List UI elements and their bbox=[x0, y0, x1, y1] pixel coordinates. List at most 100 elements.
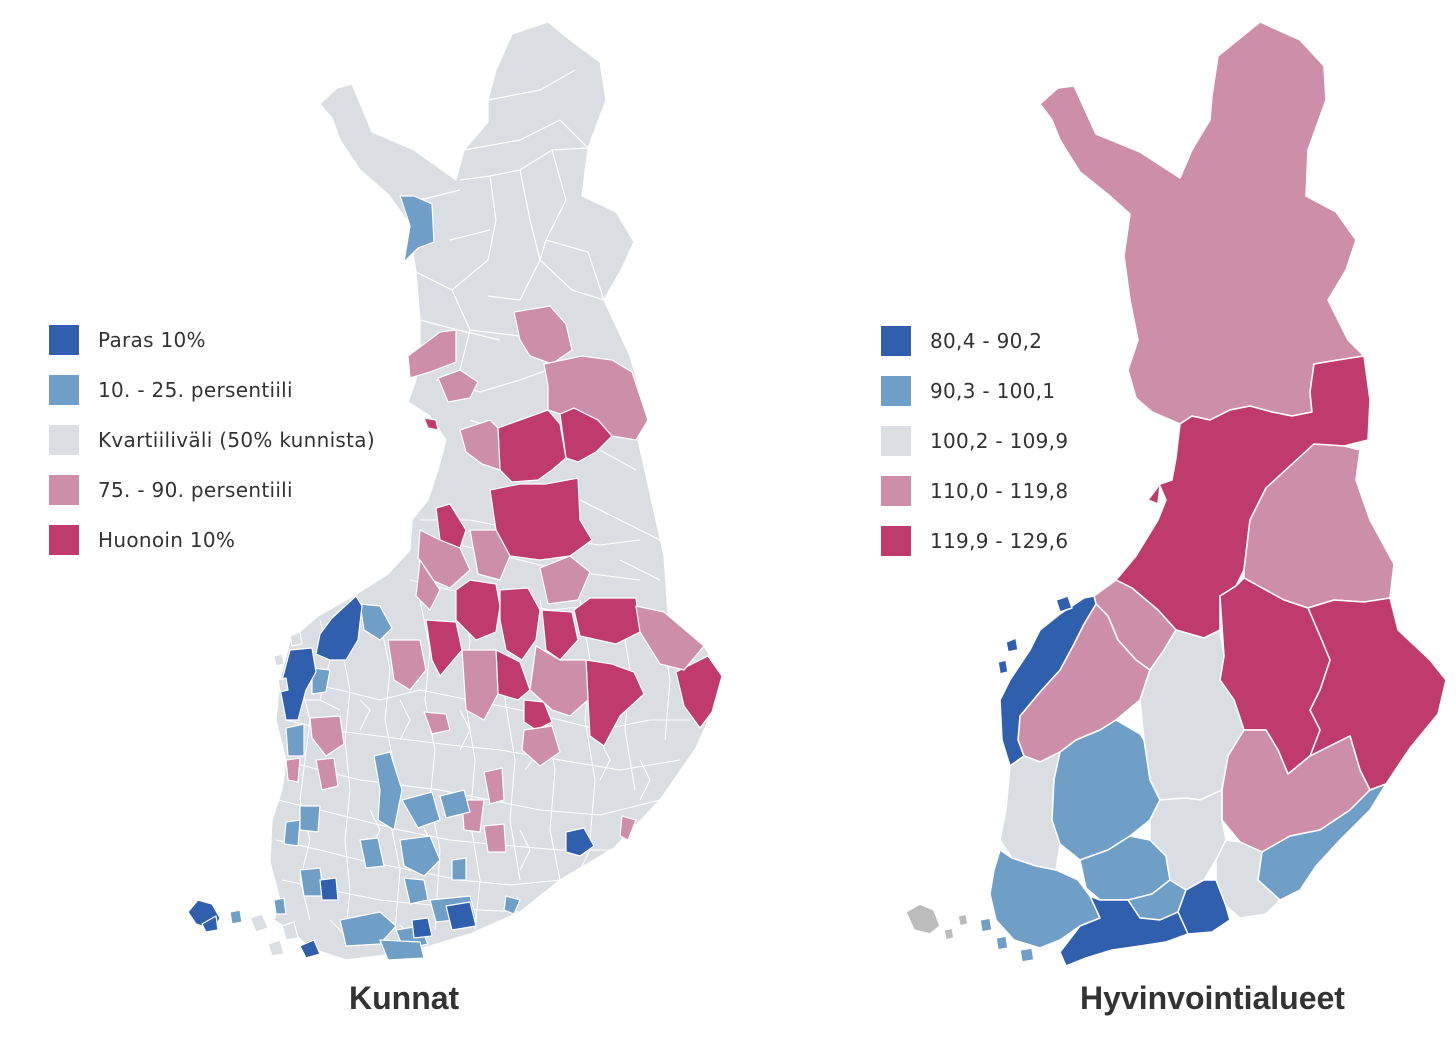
legend-swatch bbox=[49, 425, 79, 455]
wellbeing-area-map bbox=[905, 21, 1447, 967]
legend-label: Kvartiiliväli (50% kunnista) bbox=[98, 428, 375, 452]
region-paijat-hame bbox=[1149, 789, 1227, 891]
wellbeing-area-legend: 80,4 - 90,2 90,3 - 100,1 100,2 - 109,9 1… bbox=[881, 326, 1141, 556]
legend-item: 10. - 25. persentiili bbox=[49, 375, 293, 405]
legend-item: 75. - 90. persentiili bbox=[49, 475, 293, 505]
municipality-map-title: Kunnat bbox=[349, 980, 460, 1016]
municipality-region bbox=[423, 417, 439, 431]
legend-item: 110,0 - 119,8 bbox=[881, 476, 1068, 506]
municipality-region bbox=[523, 699, 553, 731]
municipality-region bbox=[399, 195, 435, 263]
municipality-region bbox=[283, 819, 301, 847]
legend-swatch bbox=[881, 476, 911, 506]
municipality-region bbox=[339, 911, 397, 947]
legend-label: Huonoin 10% bbox=[98, 528, 236, 552]
municipality-region bbox=[299, 805, 321, 833]
region-ahvenanmaa bbox=[905, 903, 941, 935]
municipality-region bbox=[483, 767, 505, 805]
municipality-region bbox=[497, 409, 567, 483]
municipality-region bbox=[573, 597, 641, 645]
legend-label: Paras 10% bbox=[98, 328, 206, 352]
municipality-region bbox=[529, 645, 589, 717]
legend-item: 119,9 - 129,6 bbox=[881, 526, 1068, 556]
municipality-region bbox=[285, 723, 305, 757]
legend-label: 80,4 - 90,2 bbox=[930, 329, 1043, 353]
municipality-region bbox=[459, 419, 501, 471]
legend-item: Kvartiiliväli (50% kunnista) bbox=[49, 425, 375, 455]
municipality-region bbox=[539, 555, 591, 605]
municipality-region bbox=[565, 827, 595, 857]
municipalities-poor bbox=[285, 305, 705, 853]
municipality-region bbox=[411, 917, 433, 939]
legend-swatch bbox=[49, 325, 79, 355]
municipality-region bbox=[439, 789, 471, 819]
municipality-region bbox=[279, 647, 317, 721]
municipality-region bbox=[461, 649, 499, 721]
legend-swatch bbox=[881, 376, 911, 406]
municipality-region bbox=[379, 939, 425, 961]
municipality-region bbox=[425, 619, 463, 677]
municipalities-worst bbox=[423, 407, 723, 747]
municipality-region bbox=[315, 757, 339, 791]
municipality-region bbox=[503, 895, 521, 915]
municipality-region bbox=[401, 791, 441, 829]
municipality-region bbox=[451, 857, 467, 881]
municipality-region bbox=[445, 901, 477, 931]
legend-swatch bbox=[881, 526, 911, 556]
municipality-region bbox=[585, 659, 645, 747]
municipality-region bbox=[359, 837, 385, 869]
municipality-region bbox=[407, 329, 457, 379]
legend-swatch bbox=[881, 426, 911, 456]
region-uusimaa bbox=[1059, 895, 1189, 967]
municipality-region bbox=[437, 369, 479, 403]
legend-label: 90,3 - 100,1 bbox=[930, 379, 1056, 403]
municipality-region bbox=[403, 877, 429, 905]
legend-swatch bbox=[49, 525, 79, 555]
municipality-region bbox=[619, 815, 637, 841]
municipality-region bbox=[499, 587, 541, 661]
municipality-region bbox=[399, 835, 441, 877]
legend-label: 10. - 25. persentiili bbox=[98, 378, 293, 402]
region-kymenlaakso bbox=[1215, 839, 1281, 919]
municipality-region bbox=[675, 655, 723, 729]
legend-item: 100,2 - 109,9 bbox=[881, 426, 1068, 456]
legend-swatch bbox=[49, 475, 79, 505]
municipality-region bbox=[359, 603, 393, 641]
region-satakunta bbox=[999, 751, 1061, 871]
municipality-region bbox=[521, 725, 561, 767]
legend-item: Huonoin 10% bbox=[49, 525, 235, 555]
municipality-region bbox=[483, 823, 507, 853]
municipality-region bbox=[423, 711, 451, 735]
municipality-region bbox=[387, 639, 427, 691]
archipelago-islands bbox=[201, 631, 321, 959]
legend-swatch bbox=[881, 326, 911, 356]
legend-swatch bbox=[49, 375, 79, 405]
legend-label: 119,9 - 129,6 bbox=[930, 529, 1069, 553]
municipality-region bbox=[415, 559, 441, 611]
legend-item: Paras 10% bbox=[49, 325, 206, 355]
region-pohjanmaa bbox=[999, 595, 1097, 767]
municipality-region bbox=[635, 605, 705, 671]
legend-label: 100,2 - 109,9 bbox=[930, 429, 1069, 453]
municipality-map bbox=[187, 21, 723, 961]
municipality-region bbox=[373, 751, 403, 831]
municipality-region bbox=[513, 305, 573, 365]
municipality-region bbox=[319, 877, 339, 901]
municipality-region bbox=[541, 609, 579, 661]
legend-label: 110,0 - 119,8 bbox=[930, 479, 1069, 503]
municipality-region bbox=[455, 579, 501, 641]
municipality-legend: Paras 10% 10. - 25. persentiili Kvartiil… bbox=[49, 325, 429, 555]
archipelago-islands-right bbox=[943, 595, 1073, 963]
region-etela-karjala bbox=[1257, 783, 1387, 901]
legend-item: 80,4 - 90,2 bbox=[881, 326, 1042, 356]
municipality-region bbox=[469, 529, 511, 581]
municipality-region bbox=[311, 667, 331, 695]
legend-label: 75. - 90. persentiili bbox=[98, 478, 293, 502]
municipality-region bbox=[435, 503, 467, 549]
wellbeing-area-map-title: Hyvinvointialueet bbox=[1080, 980, 1345, 1016]
legend-item: 90,3 - 100,1 bbox=[881, 376, 1055, 406]
municipality-region bbox=[315, 595, 363, 661]
municipality-region bbox=[543, 355, 649, 441]
municipality-region bbox=[285, 757, 301, 783]
